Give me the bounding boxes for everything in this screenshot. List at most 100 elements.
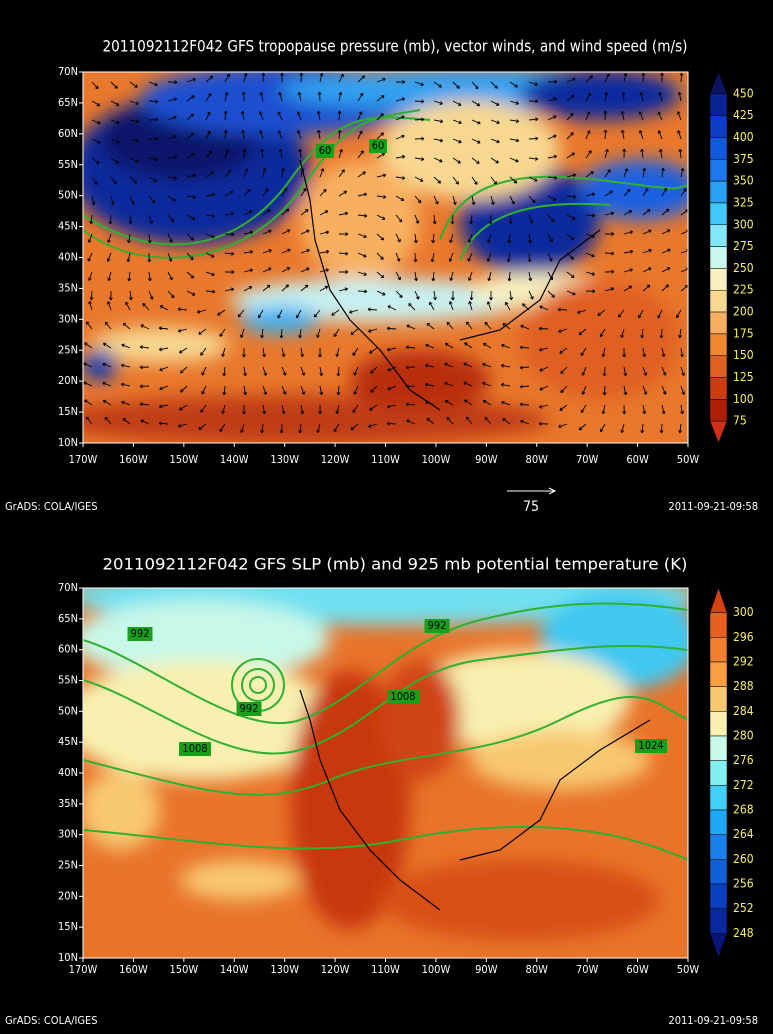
wind-vector xyxy=(338,269,349,274)
wind-vector xyxy=(262,188,269,197)
wind-vector xyxy=(259,91,264,102)
wind-vector xyxy=(680,385,686,395)
latitude-label: 25N xyxy=(58,343,78,356)
wind-vector xyxy=(221,404,226,414)
wind-vector xyxy=(159,385,169,391)
wind-vector xyxy=(300,404,305,415)
wind-vector xyxy=(376,113,384,121)
latitude-label: 55N xyxy=(58,158,78,171)
colorbar-segment xyxy=(709,289,728,313)
wind-vector xyxy=(262,209,271,216)
wind-vector xyxy=(91,119,101,125)
colorbar-segment xyxy=(709,159,728,182)
wind-vector xyxy=(581,385,587,395)
wind-vector xyxy=(444,381,454,387)
wind-vector xyxy=(585,213,596,218)
wind-vector xyxy=(127,271,132,282)
wind-vector xyxy=(604,269,615,274)
wind-vector xyxy=(376,252,384,260)
wind-vector xyxy=(262,404,267,415)
wind-vector xyxy=(84,342,93,349)
wind-vector xyxy=(300,385,306,395)
wind-vector xyxy=(259,130,264,140)
wind-vector xyxy=(318,347,322,358)
contour-label: 1008 xyxy=(182,742,207,755)
wind-vector xyxy=(471,195,476,206)
wind-vector xyxy=(547,97,557,102)
colorbar-label: 272 xyxy=(733,778,754,792)
wind-vector xyxy=(547,252,553,262)
wind-vector xyxy=(468,271,473,281)
longitude-label: 130W xyxy=(270,453,299,466)
wind-vector xyxy=(452,100,462,106)
latitude-label: 10N xyxy=(58,436,78,449)
wind-vector xyxy=(566,290,576,296)
wind-vector xyxy=(201,385,207,395)
wind-vector xyxy=(395,290,403,298)
wind-vector xyxy=(622,148,627,159)
latitude-label: 60N xyxy=(58,127,78,140)
wind-vector xyxy=(386,326,397,331)
wind-vector xyxy=(89,290,94,301)
wind-vector xyxy=(640,148,645,159)
wind-vector xyxy=(623,210,633,216)
wind-vector xyxy=(386,421,397,426)
wind-vector xyxy=(300,347,305,358)
wind-vector xyxy=(560,366,568,374)
wind-vector xyxy=(464,342,473,349)
wind-vector xyxy=(405,384,416,389)
wind-vector xyxy=(167,195,177,202)
wind-vector xyxy=(104,416,112,425)
wind-vector xyxy=(395,252,401,262)
wind-vector xyxy=(426,322,435,330)
wind-vector xyxy=(433,100,443,105)
wind-vector xyxy=(490,138,500,144)
wind-vector xyxy=(148,81,158,87)
wind-vector xyxy=(139,345,150,350)
wind-vector xyxy=(433,119,444,124)
wind-vector xyxy=(509,138,520,143)
wind-vector xyxy=(623,72,628,83)
wind-vector xyxy=(357,233,367,239)
wind-vector xyxy=(319,268,329,273)
wind-vector xyxy=(566,214,576,220)
wind-vector xyxy=(642,188,649,197)
wind-vector xyxy=(449,233,454,243)
wind-vector xyxy=(316,328,321,338)
wind-vector xyxy=(262,385,268,395)
wind-vector xyxy=(395,233,401,243)
wind-vector xyxy=(129,81,138,88)
longitude-label: 120W xyxy=(321,963,350,976)
wind-vector xyxy=(357,252,367,258)
wind-vector xyxy=(83,362,93,368)
map-field xyxy=(83,588,688,958)
wind-vector xyxy=(186,195,197,200)
wind-vector xyxy=(638,130,644,140)
wind-vector xyxy=(91,176,98,185)
panel-title: 2011092112F042 GFS tropopause pressure (… xyxy=(103,37,688,56)
wind-vector xyxy=(559,404,568,411)
wind-vector xyxy=(395,80,406,84)
wind-vector xyxy=(240,110,245,121)
colorbar-label: 252 xyxy=(733,901,754,915)
wind-vector xyxy=(585,130,591,140)
wind-vector xyxy=(277,111,283,121)
vector-scale-label: 75 xyxy=(523,499,539,515)
colorbar-label: 276 xyxy=(733,753,754,767)
wind-vector xyxy=(539,385,549,391)
wind-vector xyxy=(243,189,251,197)
wind-vector xyxy=(433,138,444,143)
colorbar-label: 425 xyxy=(733,108,754,122)
wind-vector xyxy=(367,307,378,312)
wind-vector xyxy=(508,214,513,225)
wind-vector xyxy=(675,309,682,319)
wind-vector xyxy=(129,100,139,106)
wind-vector xyxy=(471,119,481,125)
wind-vector xyxy=(547,195,557,201)
wind-vector xyxy=(122,322,131,330)
wind-vector xyxy=(490,157,499,164)
wind-vector xyxy=(335,347,340,358)
wind-vector xyxy=(406,419,416,425)
longitude-label: 170W xyxy=(69,453,98,466)
wind-vector xyxy=(186,173,197,178)
